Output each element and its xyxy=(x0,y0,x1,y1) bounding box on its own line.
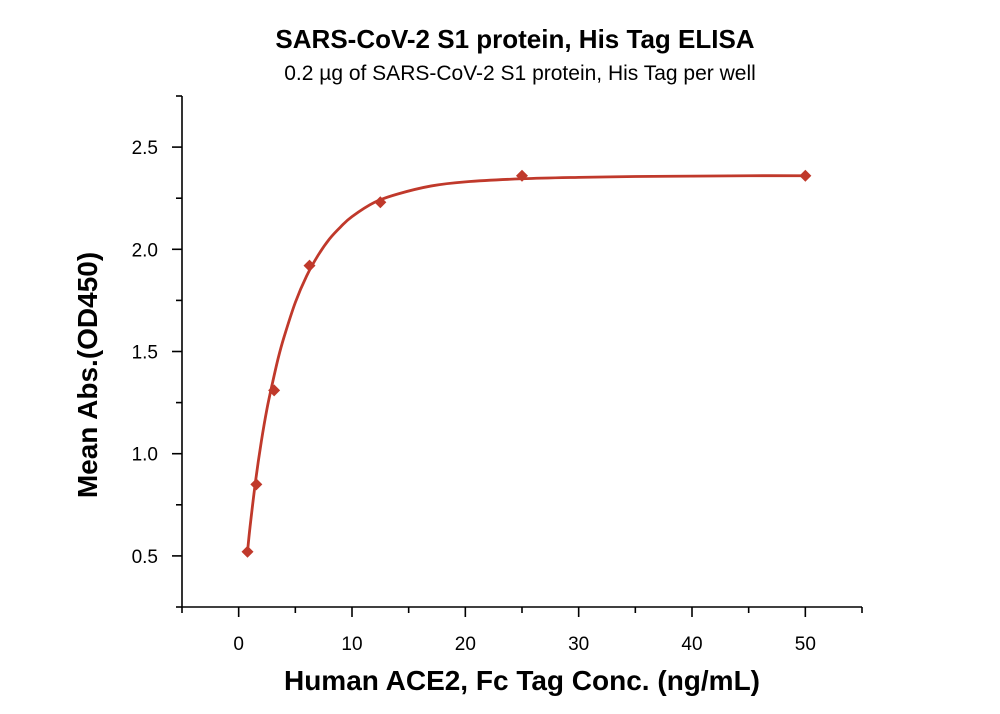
x-axis-label: Human ACE2, Fc Tag Conc. (ng/mL) xyxy=(284,665,760,696)
y-tick-label: 2.0 xyxy=(132,240,158,261)
y-tick-label: 0.5 xyxy=(132,547,158,568)
y-axis-label: Mean Abs.(OD450) xyxy=(72,252,103,498)
data-point xyxy=(268,384,281,397)
x-tick-label: 20 xyxy=(455,634,476,655)
y-tick-label: 1.5 xyxy=(132,343,158,364)
data-point xyxy=(303,259,316,272)
data-points-layer xyxy=(241,169,812,558)
x-tick-label: 10 xyxy=(341,634,362,655)
chart-title: SARS-CoV-2 S1 protein, His Tag ELISA xyxy=(275,24,754,54)
x-axis-ticks: 0 10 20 30 40 50 xyxy=(181,607,863,655)
y-tick-label: 1.0 xyxy=(132,445,158,466)
data-point xyxy=(516,169,528,182)
data-point xyxy=(799,169,812,182)
chart-subtitle: 0.2 µg of SARS-CoV-2 S1 protein, His Tag… xyxy=(284,62,756,85)
y-axis-ticks: 0.5 1.0 1.5 2.0 2.5 xyxy=(132,95,182,608)
x-tick-label: 50 xyxy=(795,634,816,655)
data-point xyxy=(250,478,263,491)
x-tick-label: 30 xyxy=(568,634,589,655)
x-tick-label: 0 xyxy=(233,634,244,655)
data-point xyxy=(241,545,254,558)
x-tick-label: 40 xyxy=(681,634,702,655)
fit-curve-layer xyxy=(246,174,806,552)
fit-curve xyxy=(246,174,806,552)
y-tick-label: 2.5 xyxy=(132,138,158,159)
data-point xyxy=(374,196,387,209)
